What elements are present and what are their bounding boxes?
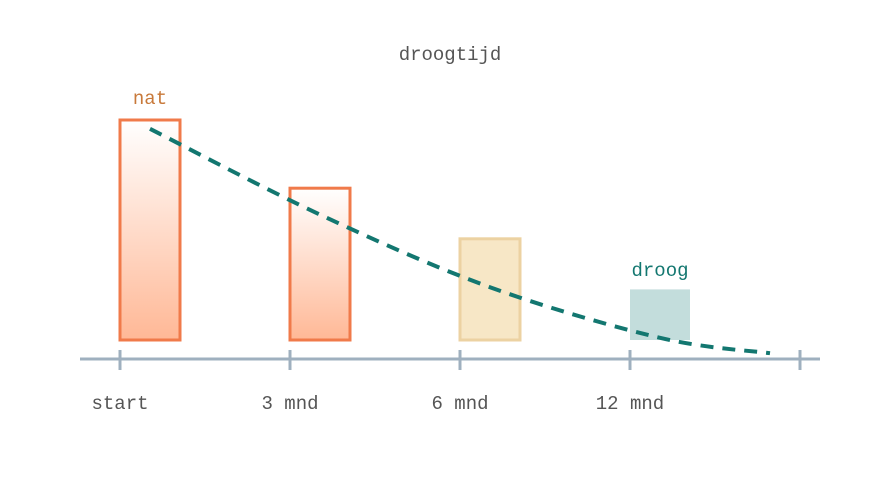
bar-1 <box>118 118 182 342</box>
x-tick-label-3: 6 mnd <box>431 393 488 415</box>
bar-2 <box>288 186 352 342</box>
x-axis-tick-labels: start 3 mnd 6 mnd 12 mnd <box>91 393 664 415</box>
x-tick-label-2: 3 mnd <box>261 393 318 415</box>
trend-line <box>149 127 771 356</box>
x-tick-label-1: start <box>91 393 148 415</box>
x-axis-ticks <box>118 350 802 370</box>
bars <box>118 118 690 342</box>
bar-3 <box>458 237 522 342</box>
label-dry: droog <box>631 260 688 282</box>
label-wet: nat <box>133 88 167 110</box>
chart-title: droogtijd <box>399 44 502 66</box>
x-tick-label-4: 12 mnd <box>596 393 664 415</box>
